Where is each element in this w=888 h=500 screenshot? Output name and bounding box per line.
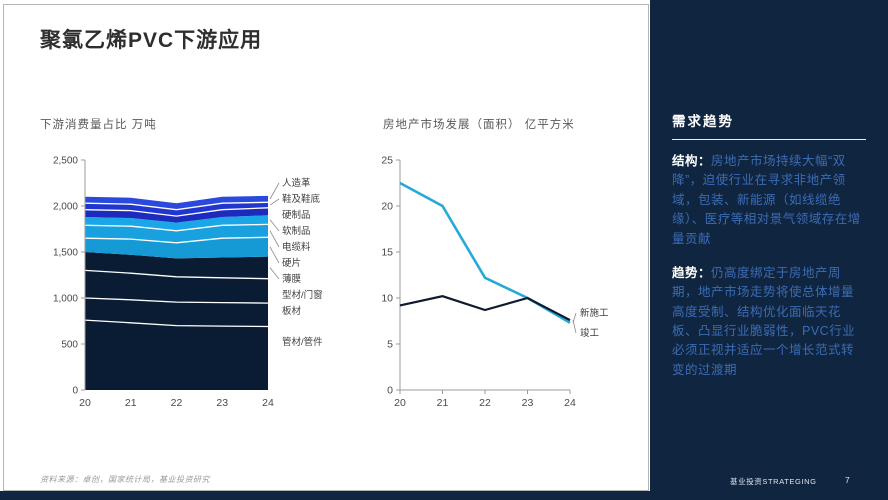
page-number: 7 <box>845 475 850 485</box>
downstream-consumption-chart: 0 500 1,000 1,500 2,000 2,500 20 21 22 23 24 人造革鞋及鞋… <box>30 135 375 425</box>
y-tick-label: 25 <box>381 155 393 167</box>
category-label: 型材/门窗 <box>282 289 323 301</box>
y-tick-label: 5 <box>387 339 393 351</box>
y-tick-label: 2,500 <box>53 156 78 167</box>
right-chart-title: 房地产市场发展（面积） 亿平方米 <box>383 119 575 131</box>
y-tick-label: 1,000 <box>53 294 78 305</box>
x-tick-label: 20 <box>394 397 406 409</box>
category-label: 软制品 <box>282 225 311 237</box>
footer-brand: 基业投资STRATEGING <box>730 477 817 486</box>
layer-separator <box>84 269 269 280</box>
x-tick-label: 23 <box>522 397 534 409</box>
x-tick-label: 24 <box>564 397 576 409</box>
area-layer-3 <box>85 252 268 279</box>
x-tick-label: 23 <box>216 397 228 409</box>
page-title: 聚氯乙烯PVC下游应用 <box>40 29 263 52</box>
y-tick-label: 2,000 <box>53 202 78 213</box>
y-tick-label: 1,500 <box>53 248 78 259</box>
x-tick-label: 22 <box>171 397 183 409</box>
label-leader-line <box>269 230 280 248</box>
trend-label: 趋势： <box>672 265 712 280</box>
x-tick-label: 21 <box>437 397 449 409</box>
category-label: 硬片 <box>282 257 301 269</box>
category-label: 鞋及鞋底 <box>282 193 321 205</box>
x-tick-label: 22 <box>479 397 491 409</box>
category-label: 管材/管件 <box>282 336 323 348</box>
sidebar-heading: 需求趋势 <box>672 114 734 129</box>
footer-source: 资料来源：卓创，国家统计局，基业投资研究 <box>40 475 210 484</box>
sidebar-divider <box>672 139 866 140</box>
category-label: 硬制品 <box>282 209 311 221</box>
area-layer-9 <box>85 195 268 210</box>
area-layer-1 <box>85 298 268 327</box>
y-tick-label: 15 <box>381 247 393 259</box>
area-layer-7 <box>85 207 268 223</box>
label-leader-line <box>269 267 280 280</box>
line-series-1 <box>399 295 571 322</box>
structure-text: 房地产市场持续大幅“双降”，迫使行业在寻求非地产领域，包装、新能源（如线缆绝缘）… <box>672 154 861 246</box>
demand-trends-panel: 需求趋势 结构：房地产市场持续大幅“双降”，迫使行业在寻求非地产领域，包装、新能… <box>650 0 888 500</box>
series-leader-line <box>572 319 577 334</box>
real-estate-chart: 0 5 10 15 20 25 20 21 22 23 24 新施工竣工 <box>368 135 638 425</box>
category-label: 人造革 <box>282 177 311 189</box>
series-end-label: 竣工 <box>580 327 600 339</box>
area-layer-8 <box>85 202 268 217</box>
line-series-0 <box>399 181 571 324</box>
trend-text: 仍高度绑定于房地产周期，地产市场走势将使总体增量高度受制、结构优化面临天花板、凸… <box>672 265 856 377</box>
layer-separator <box>84 297 269 304</box>
area-layer-2 <box>85 270 268 304</box>
area-layer-0 <box>85 320 268 390</box>
y-tick-label: 20 <box>381 201 393 213</box>
area-layer-6 <box>85 215 268 231</box>
stacked-area-svg: 0 500 1,000 1,500 2,000 2,500 20 21 22 23 24 人造革鞋及鞋… <box>53 156 323 410</box>
layer-separator <box>84 207 269 217</box>
category-label: 薄膜 <box>282 273 302 285</box>
label-leader-line <box>269 182 280 200</box>
series-end-label: 新施工 <box>580 307 609 319</box>
label-leader-line <box>269 246 280 264</box>
y-tick-label: 0 <box>72 386 78 397</box>
x-tick-label: 21 <box>125 397 137 409</box>
category-label: 板材 <box>282 305 302 317</box>
sidebar-section-structure: 结构：房地产市场持续大幅“双降”，迫使行业在寻求非地产领域，包装、新能源（如线缆… <box>672 152 866 249</box>
y-tick-label: 0 <box>387 385 393 397</box>
area-layer-4 <box>85 237 268 259</box>
bottom-bar <box>0 491 888 500</box>
left-chart-title: 下游消费量占比 万吨 <box>40 119 157 131</box>
x-tick-label: 20 <box>79 397 91 409</box>
label-leader-line <box>269 198 280 206</box>
x-tick-label: 24 <box>262 397 274 409</box>
layer-separator <box>84 236 269 244</box>
layer-separator <box>84 201 269 211</box>
structure-label: 结构： <box>672 154 712 168</box>
y-tick-label: 500 <box>61 340 78 351</box>
layer-separator <box>84 223 269 232</box>
category-label: 电缆料 <box>282 241 311 253</box>
y-tick-label: 10 <box>381 293 393 305</box>
sidebar-section-trend: 趋势：仍高度绑定于房地产周期，地产市场走势将使总体增量高度受制、结构优化面临天花… <box>672 264 866 380</box>
label-leader-line <box>269 219 280 232</box>
layer-separator <box>84 319 269 328</box>
